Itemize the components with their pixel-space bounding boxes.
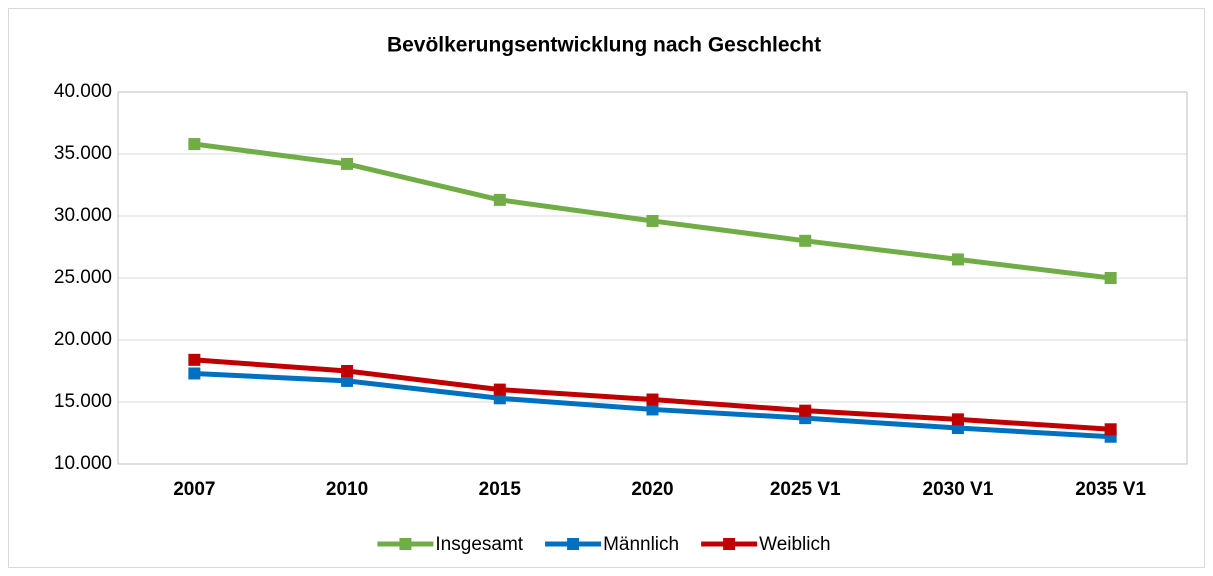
point-marker bbox=[799, 234, 812, 247]
legend-label: Insgesamt bbox=[435, 534, 523, 555]
point-marker bbox=[951, 413, 964, 426]
x-tick-label: 2015 bbox=[479, 479, 522, 500]
x-tick-label: 2025 V1 bbox=[770, 479, 841, 500]
y-tick-label: 40.000 bbox=[54, 81, 112, 102]
chart-border bbox=[8, 8, 1205, 568]
legend-marker bbox=[567, 538, 580, 550]
legend-label: Männlich bbox=[603, 534, 679, 555]
x-tick-label: 2007 bbox=[173, 479, 215, 500]
point-marker bbox=[1104, 423, 1117, 436]
point-marker bbox=[188, 367, 201, 380]
point-marker bbox=[646, 403, 659, 416]
x-tick-label: 2010 bbox=[326, 479, 368, 500]
y-tick-label: 15.000 bbox=[54, 391, 112, 412]
legend-marker bbox=[399, 538, 412, 550]
y-tick-label: 30.000 bbox=[54, 205, 112, 226]
legend-marker bbox=[723, 538, 736, 550]
point-marker bbox=[341, 374, 354, 387]
point-marker bbox=[951, 253, 964, 266]
x-tick-label: 2035 V1 bbox=[1075, 479, 1146, 500]
point-marker bbox=[493, 383, 506, 396]
point-marker bbox=[188, 353, 201, 366]
chart-title: Bevölkerungsentwicklung nach Geschlecht bbox=[387, 34, 821, 57]
y-tick-label: 35.000 bbox=[54, 143, 112, 164]
x-tick-label: 2030 V1 bbox=[923, 479, 994, 500]
plot-border bbox=[117, 91, 1188, 465]
point-marker bbox=[493, 193, 506, 206]
y-tick-label: 10.000 bbox=[54, 453, 112, 474]
y-tick-label: 25.000 bbox=[54, 267, 112, 288]
point-marker bbox=[646, 214, 659, 227]
point-marker bbox=[341, 365, 354, 377]
y-tick-label: 20.000 bbox=[54, 329, 112, 350]
point-marker bbox=[799, 404, 812, 417]
x-tick-label: 2020 bbox=[631, 479, 673, 500]
legend-label: Weiblich bbox=[759, 534, 830, 555]
point-marker bbox=[188, 138, 201, 151]
point-marker bbox=[1104, 272, 1117, 284]
point-marker bbox=[646, 393, 659, 406]
point-marker bbox=[341, 157, 354, 170]
